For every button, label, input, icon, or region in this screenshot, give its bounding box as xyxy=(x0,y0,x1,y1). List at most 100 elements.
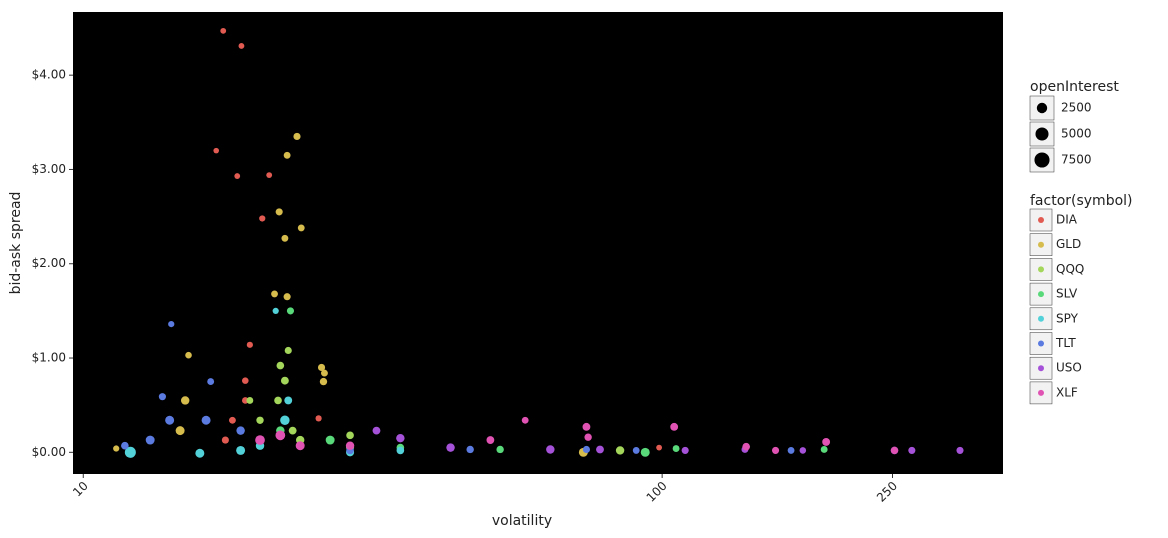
legend-label: QQQ xyxy=(1056,262,1084,276)
point xyxy=(266,172,273,179)
y-axis-title: bid-ask spread xyxy=(8,192,24,295)
point xyxy=(228,416,236,424)
point xyxy=(656,444,663,451)
point xyxy=(670,422,679,431)
point xyxy=(165,415,175,425)
point xyxy=(236,445,246,455)
x-tick-label: 100 xyxy=(644,479,670,505)
point xyxy=(283,293,291,301)
point xyxy=(221,436,229,444)
point xyxy=(319,377,328,386)
point xyxy=(185,351,192,359)
point xyxy=(293,132,301,141)
y-tick-label: $1.00 xyxy=(32,351,66,365)
point xyxy=(124,446,136,458)
legend-size-symbol xyxy=(1036,102,1048,114)
point xyxy=(275,208,283,216)
point xyxy=(596,445,604,454)
legend-symbol xyxy=(1038,389,1044,396)
legend-symbol xyxy=(1038,340,1044,347)
legend-symbol xyxy=(1038,365,1044,372)
point xyxy=(890,446,899,455)
point xyxy=(201,415,211,425)
point xyxy=(771,446,780,454)
point xyxy=(396,433,405,443)
point xyxy=(908,446,916,454)
point xyxy=(284,396,293,405)
point xyxy=(255,435,265,445)
point xyxy=(640,447,650,457)
x-tick-label: 10 xyxy=(70,479,91,500)
point xyxy=(681,446,689,454)
point xyxy=(280,376,289,385)
point xyxy=(280,415,290,425)
point xyxy=(295,441,305,451)
point xyxy=(274,396,282,405)
plot-background xyxy=(73,12,1003,474)
legend-symbol xyxy=(1038,266,1044,273)
point xyxy=(220,27,227,34)
point xyxy=(281,234,289,242)
point xyxy=(822,438,831,446)
point xyxy=(632,446,640,454)
x-tick-label: 250 xyxy=(874,479,900,505)
point xyxy=(180,396,190,405)
color-legend-title: factor(symbol) xyxy=(1030,193,1133,209)
point xyxy=(297,224,305,232)
point xyxy=(315,415,322,422)
legend-symbol xyxy=(1038,217,1044,223)
x-axis-title: volatility xyxy=(492,513,552,529)
point xyxy=(121,441,129,450)
legend-label: XLF xyxy=(1056,385,1078,399)
legend-size-symbol xyxy=(1034,152,1050,168)
point xyxy=(496,445,504,454)
point xyxy=(321,369,328,377)
point xyxy=(742,442,751,451)
legend-label: SPY xyxy=(1056,311,1079,325)
legend-label: SLV xyxy=(1056,287,1078,301)
point xyxy=(195,448,205,458)
point xyxy=(113,445,120,452)
point xyxy=(234,173,241,179)
point xyxy=(325,435,335,445)
point xyxy=(168,320,175,328)
point xyxy=(521,416,529,424)
legend-label: USO xyxy=(1056,361,1082,375)
legend-label: GLD xyxy=(1056,237,1081,251)
point xyxy=(615,446,625,455)
point xyxy=(246,397,254,404)
y-tick-label: $4.00 xyxy=(32,68,66,82)
point xyxy=(372,426,381,435)
y-tick-label: $2.00 xyxy=(32,256,66,270)
legend-label: 2500 xyxy=(1061,101,1092,115)
legend-symbol xyxy=(1038,241,1044,248)
point xyxy=(272,307,279,314)
y-tick-label: $3.00 xyxy=(32,162,66,176)
point xyxy=(207,378,215,386)
point xyxy=(582,422,591,431)
point xyxy=(158,393,166,401)
point xyxy=(288,426,297,435)
point xyxy=(672,445,680,452)
point xyxy=(283,151,291,159)
point xyxy=(346,431,354,440)
legend-label: DIA xyxy=(1056,213,1078,227)
point xyxy=(238,43,245,49)
point xyxy=(276,361,285,370)
point xyxy=(256,416,264,424)
legend-symbol xyxy=(1038,291,1044,298)
point xyxy=(787,446,795,454)
point xyxy=(486,436,495,444)
point xyxy=(317,363,326,372)
point xyxy=(145,435,155,445)
point xyxy=(799,447,807,454)
point xyxy=(271,290,278,298)
point xyxy=(396,446,405,455)
point xyxy=(275,430,286,441)
y-tick-label: $0.00 xyxy=(32,445,66,459)
point xyxy=(584,433,592,441)
point xyxy=(175,426,185,436)
legend-label: TLT xyxy=(1055,336,1076,350)
point xyxy=(236,426,245,435)
